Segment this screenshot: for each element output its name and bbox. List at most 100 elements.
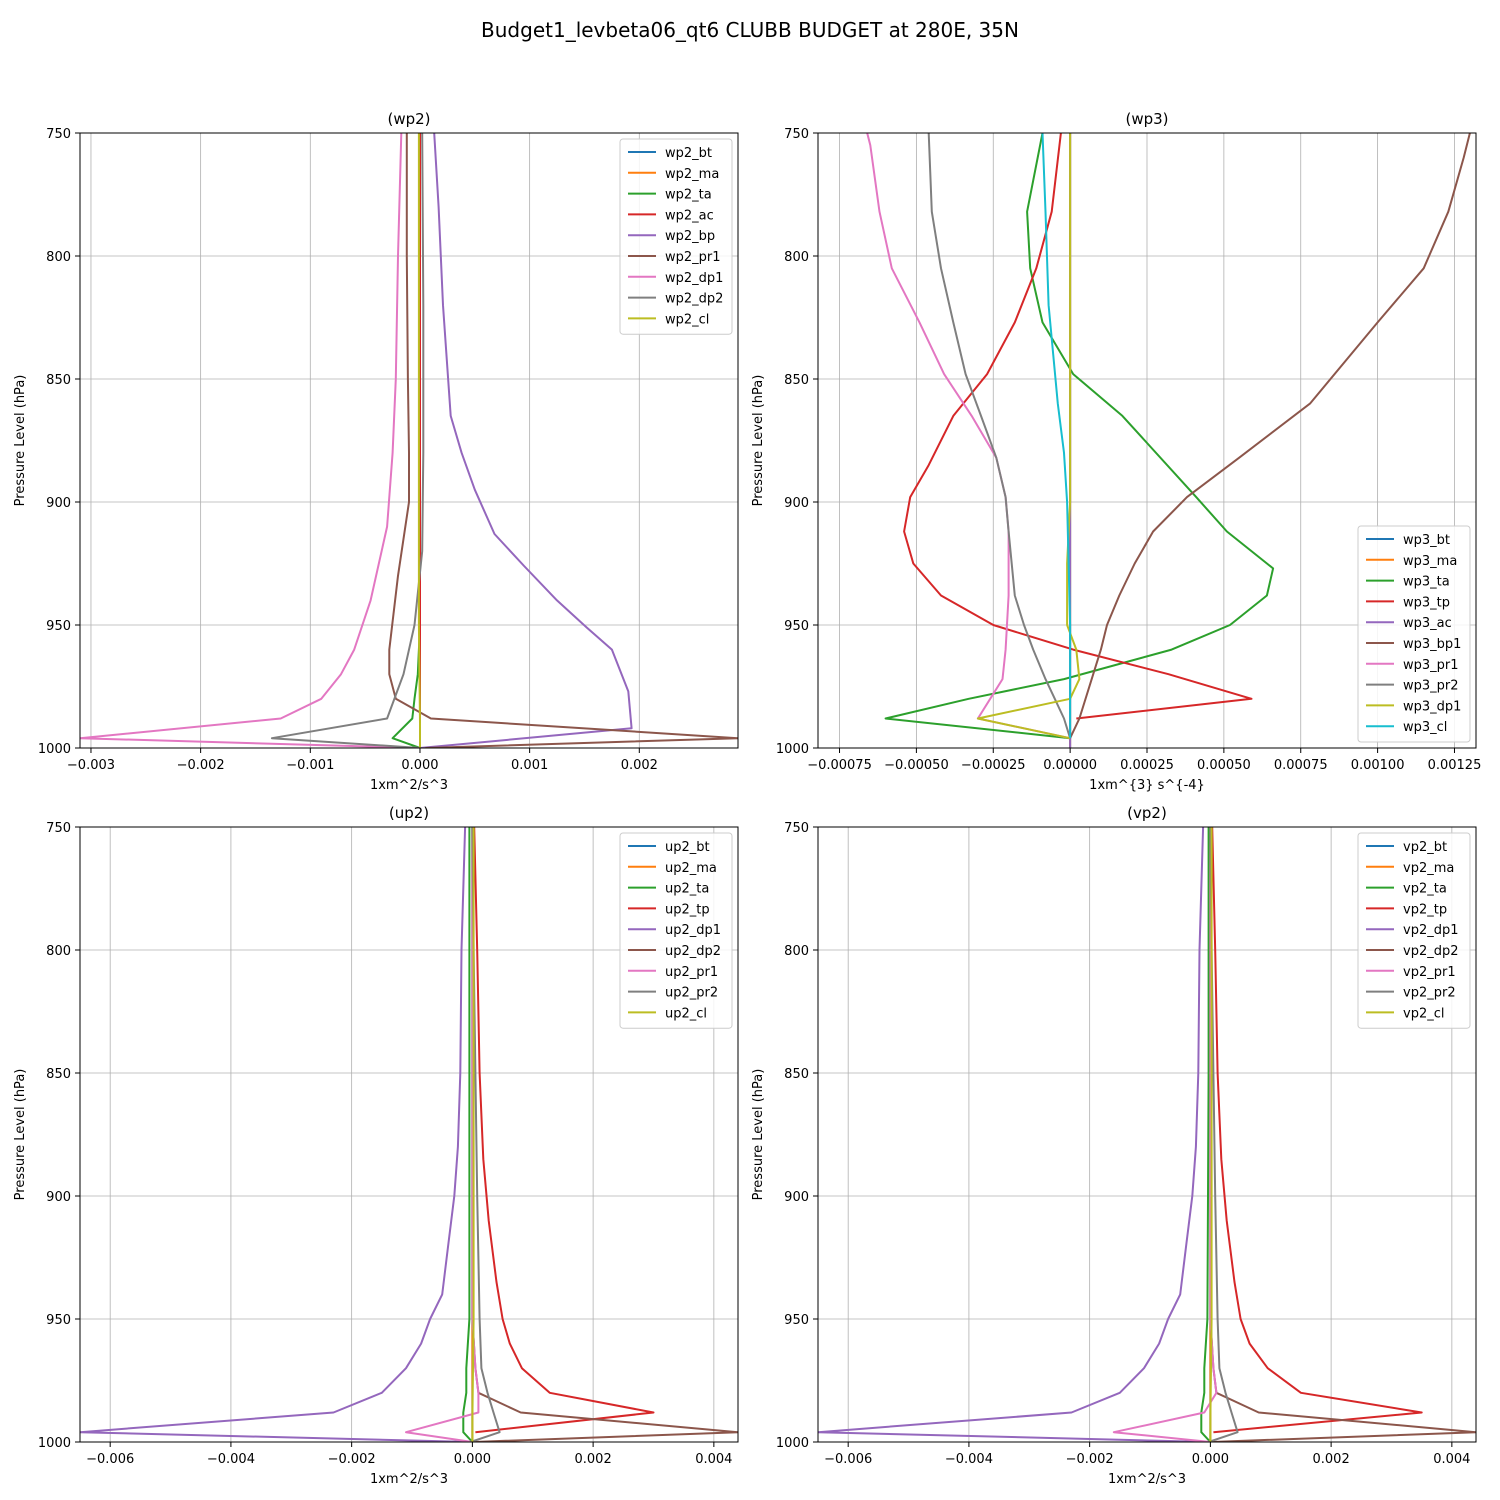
legend-label: wp3_pr2 xyxy=(1403,679,1459,694)
legend-label: wp2_bp xyxy=(665,229,715,244)
x-tick-label: −0.00025 xyxy=(961,758,1026,773)
legend-label: wp3_bp1 xyxy=(1403,637,1461,652)
legend-label: up2_pr2 xyxy=(665,986,718,1001)
x-tick-label: 0.002 xyxy=(621,758,658,773)
series-lines xyxy=(866,133,1471,748)
legend-label: up2_pr1 xyxy=(665,965,718,980)
legend-label: vp2_tp xyxy=(1403,902,1447,917)
y-tick-label: 750 xyxy=(46,127,71,142)
x-tick-label: −0.002 xyxy=(1066,1452,1114,1467)
x-tick-label: 0.000 xyxy=(1192,1452,1229,1467)
y-tick-label: 850 xyxy=(784,373,809,388)
subplot-up2: −0.006 −0.004 −0.002 0.000 0.002 0.004 750 800 8… xyxy=(13,804,739,1487)
legend-label: up2_bt xyxy=(665,840,710,855)
legend-box xyxy=(619,832,733,1029)
x-axis-label: 1xm^2/s^3 xyxy=(370,778,448,793)
series-line-vp2_ta xyxy=(1200,827,1212,1442)
y-tick-label: 950 xyxy=(784,1313,809,1328)
series-line-wp3_dp1 xyxy=(976,133,1081,740)
legend-label: vp2_cl xyxy=(1403,1006,1444,1021)
legend-label: wp2_bt xyxy=(665,146,712,161)
y-tick-label: 800 xyxy=(784,250,809,265)
x-tick-label: 0.000 xyxy=(401,758,438,773)
series-line-wp2_dp2 xyxy=(270,133,425,748)
subplot-vp2: −0.006 −0.004 −0.002 0.000 0.002 0.004 750 800 8… xyxy=(751,804,1477,1487)
legend-label: wp3_tp xyxy=(1403,595,1450,610)
subplot-wp3: −0.00075 −0.00050 −0.00025 0.00000 0.00025 0.… xyxy=(751,110,1481,793)
x-tick-label: −0.006 xyxy=(86,1452,134,1467)
x-tick-label: 0.00000 xyxy=(1043,758,1097,773)
y-axis-label: Pressure Level (hPa) xyxy=(13,1069,28,1201)
y-tick-label: 800 xyxy=(46,944,71,959)
legend-label: vp2_ma xyxy=(1403,861,1454,876)
y-tick-label: 750 xyxy=(784,821,809,836)
legend-label: wp3_cl xyxy=(1403,720,1447,735)
series-line-up2_ta xyxy=(462,827,474,1442)
x-tick-label: 0.004 xyxy=(695,1452,732,1467)
y-tick-label: 750 xyxy=(784,127,809,142)
legend-label: wp2_ta xyxy=(665,188,712,203)
series-line-wp2_bp xyxy=(419,133,633,748)
y-tick-label: 800 xyxy=(784,944,809,959)
x-tick-label: 0.002 xyxy=(1313,1452,1350,1467)
series-line-wp2_dp1 xyxy=(80,133,421,748)
legend-label: vp2_ta xyxy=(1403,882,1447,897)
axes-frame xyxy=(817,826,1477,1443)
y-tick-label: 800 xyxy=(46,250,71,265)
legend-label: vp2_pr1 xyxy=(1403,965,1456,980)
subplot-title: (wp2) xyxy=(387,110,430,128)
y-tick-label: 950 xyxy=(784,619,809,634)
legend-label: wp2_dp1 xyxy=(665,271,723,286)
series-lines xyxy=(80,827,738,1442)
legend-label: wp3_bt xyxy=(1403,533,1450,548)
axes-frame xyxy=(79,132,739,749)
x-tick-label: −0.006 xyxy=(824,1452,872,1467)
x-tick-label: −0.00050 xyxy=(884,758,949,773)
legend: vp2_bt vp2_ma vp2_ta vp2_tp vp2_dp1 vp2_dp2vp… xyxy=(1357,832,1471,1029)
subplot-title: (vp2) xyxy=(1127,804,1167,822)
legend-label: wp3_ma xyxy=(1403,554,1457,569)
legend: wp3_bt wp3_ma wp3_ta wp3_tp wp3_ac wp3_bp1 wp3… xyxy=(1357,525,1471,743)
legend: up2_bt up2_ma up2_ta up2_tp up2_dp1 up2_dp2up… xyxy=(619,832,733,1029)
y-axis-label: Pressure Level (hPa) xyxy=(13,375,28,507)
y-tick-label: 850 xyxy=(46,1067,71,1082)
y-tick-label: 900 xyxy=(46,496,71,511)
x-tick-label: 0.00050 xyxy=(1197,758,1251,773)
legend: wp2_bt wp2_ma wp2_ta wp2_ac wp2_bp wp2_pr1 wp2… xyxy=(619,138,733,335)
legend-label: up2_dp1 xyxy=(665,923,721,938)
x-tick-label: 0.00075 xyxy=(1274,758,1328,773)
y-tick-label: 900 xyxy=(46,1190,71,1205)
legend-box xyxy=(619,138,733,335)
series-line-wp3_tp xyxy=(903,133,1253,720)
series-line-wp3_bp1 xyxy=(1069,133,1471,739)
y-tick-label: 850 xyxy=(46,373,71,388)
series-line-wp2_pr1 xyxy=(388,133,738,748)
x-tick-label: 0.004 xyxy=(1433,1452,1470,1467)
x-tick-label: −0.00075 xyxy=(807,758,872,773)
legend-label: up2_cl xyxy=(665,1006,707,1021)
series-line-wp2_cl xyxy=(417,133,421,748)
x-tick-label: −0.004 xyxy=(207,1452,255,1467)
axes-frame xyxy=(79,826,739,1443)
subplot-title: (wp3) xyxy=(1125,110,1168,128)
series-line-vp2_dp1 xyxy=(818,827,1211,1442)
y-axis-label: Pressure Level (hPa) xyxy=(751,1069,766,1201)
x-tick-label: −0.002 xyxy=(328,1452,376,1467)
x-axis-label: 1xm^{3} s^{-4} xyxy=(1089,778,1205,793)
x-tick-label: 0.00100 xyxy=(1351,758,1405,773)
series-line-up2_dp1 xyxy=(80,827,473,1442)
x-tick-label: 0.00025 xyxy=(1120,758,1174,773)
legend-label: vp2_dp2 xyxy=(1403,944,1459,959)
y-tick-label: 950 xyxy=(46,1313,71,1328)
x-axis-label: 1xm^2/s^3 xyxy=(1108,1472,1186,1487)
legend-label: wp3_ac xyxy=(1403,616,1452,631)
y-tick-label: 900 xyxy=(784,1190,809,1205)
series-lines xyxy=(80,133,738,748)
y-axis-label: Pressure Level (hPa) xyxy=(751,375,766,507)
series-line-up2_tp xyxy=(473,827,655,1434)
legend-label: up2_ta xyxy=(665,882,709,897)
legend-label: vp2_bt xyxy=(1403,840,1447,855)
legend-label: wp2_pr1 xyxy=(665,250,721,265)
